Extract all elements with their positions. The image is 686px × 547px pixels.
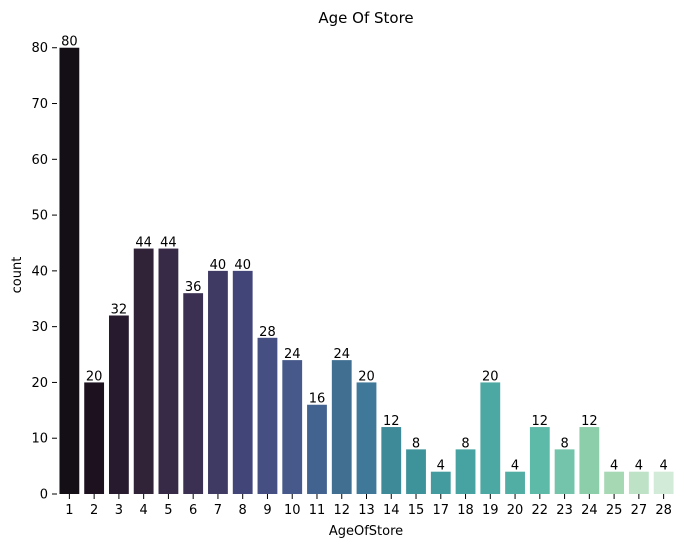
x-axis: 1 2 3 4 5 6 7 8 9 10 11 12 13 14 15 17 18 19 20 22 23 24 25 27 2… (65, 494, 672, 518)
bar (232, 270, 253, 494)
y-tick-label: 50 (31, 209, 48, 224)
x-tick-label: 1 (65, 503, 73, 518)
y-axis-title: count (10, 257, 25, 294)
bar-value-label: 4 (610, 459, 618, 474)
bar-value-label: 16 (309, 392, 326, 407)
bar (505, 471, 525, 494)
x-tick-label: 25 (606, 503, 623, 518)
x-tick-label: 17 (433, 503, 450, 518)
bar-value-label: 12 (581, 414, 598, 429)
y-tick-label: 60 (31, 153, 48, 168)
x-tick-label: 10 (284, 503, 301, 518)
bar (158, 248, 179, 494)
bar (406, 449, 426, 494)
bar-value-label: 4 (437, 459, 445, 474)
x-tick-label: 27 (631, 503, 648, 518)
x-tick-label: 11 (309, 503, 326, 518)
bar (133, 248, 154, 494)
bar (628, 471, 649, 494)
y-tick-label: 10 (31, 432, 48, 447)
bar (381, 427, 402, 494)
bar (579, 427, 600, 494)
bar-value-label: 12 (383, 414, 400, 429)
bar (604, 471, 625, 494)
bar (84, 382, 105, 494)
bar-value-label: 20 (482, 369, 499, 384)
x-tick-label: 18 (457, 503, 474, 518)
bar-value-label: 36 (185, 280, 202, 295)
chart-title: Age Of Store (318, 9, 413, 27)
x-tick-label: 23 (556, 503, 573, 518)
bar (653, 471, 674, 494)
bar-value-label: 40 (234, 258, 251, 273)
x-tick-label: 4 (140, 503, 148, 518)
y-tick-label: 0 (40, 488, 48, 503)
bar-value-label: 20 (358, 369, 375, 384)
x-tick-label: 28 (655, 503, 672, 518)
bar (554, 449, 575, 494)
bar (59, 47, 80, 495)
bar-value-label: 8 (560, 436, 568, 451)
x-tick-label: 9 (263, 503, 271, 518)
bar-value-label: 12 (532, 414, 549, 429)
bar (480, 382, 501, 494)
bar (430, 471, 451, 494)
y-tick-label: 80 (31, 41, 48, 56)
bar (455, 449, 476, 494)
bars (59, 47, 674, 495)
bar-value-label: 28 (259, 325, 276, 340)
x-tick-label: 8 (239, 503, 247, 518)
bar (307, 404, 327, 494)
x-tick-label: 7 (214, 503, 222, 518)
bar-value-label: 20 (86, 369, 103, 384)
x-tick-label: 12 (333, 503, 350, 518)
x-tick-label: 6 (189, 503, 197, 518)
x-tick-label: 3 (115, 503, 123, 518)
y-tick-label: 20 (31, 376, 48, 391)
bar (108, 315, 129, 494)
x-tick-label: 24 (581, 503, 598, 518)
bar-value-label: 44 (160, 236, 177, 251)
x-tick-label: 19 (482, 503, 499, 518)
bar (257, 337, 278, 494)
y-tick-label: 30 (31, 320, 48, 335)
y-tick-label: 40 (31, 264, 48, 279)
y-axis: 0 10 20 30 40 50 60 70 80 (31, 41, 57, 503)
bar-value-label: 8 (412, 436, 420, 451)
x-tick-label: 2 (90, 503, 98, 518)
bar-value-label: 32 (111, 302, 128, 317)
x-tick-label: 14 (383, 503, 400, 518)
bar (356, 382, 377, 494)
bar (208, 270, 228, 494)
y-tick-label: 70 (31, 97, 48, 112)
x-tick-label: 22 (532, 503, 549, 518)
bar (331, 360, 352, 494)
bar (282, 360, 303, 494)
bar-value-label: 24 (333, 347, 350, 362)
bar-value-label: 8 (461, 436, 469, 451)
x-tick-label: 20 (507, 503, 524, 518)
bar (183, 293, 204, 494)
bar (529, 427, 550, 494)
bar-value-label: 80 (61, 35, 78, 50)
x-tick-label: 5 (164, 503, 172, 518)
bar-value-label: 24 (284, 347, 301, 362)
bar-value-label: 4 (511, 459, 519, 474)
bar-value-label: 4 (659, 459, 667, 474)
bar-value-label: 4 (635, 459, 643, 474)
x-axis-title: AgeOfStore (329, 524, 403, 539)
bar-value-label: 44 (135, 236, 152, 251)
bar-value-label: 40 (210, 258, 227, 273)
x-tick-label: 15 (408, 503, 425, 518)
x-tick-label: 13 (358, 503, 375, 518)
